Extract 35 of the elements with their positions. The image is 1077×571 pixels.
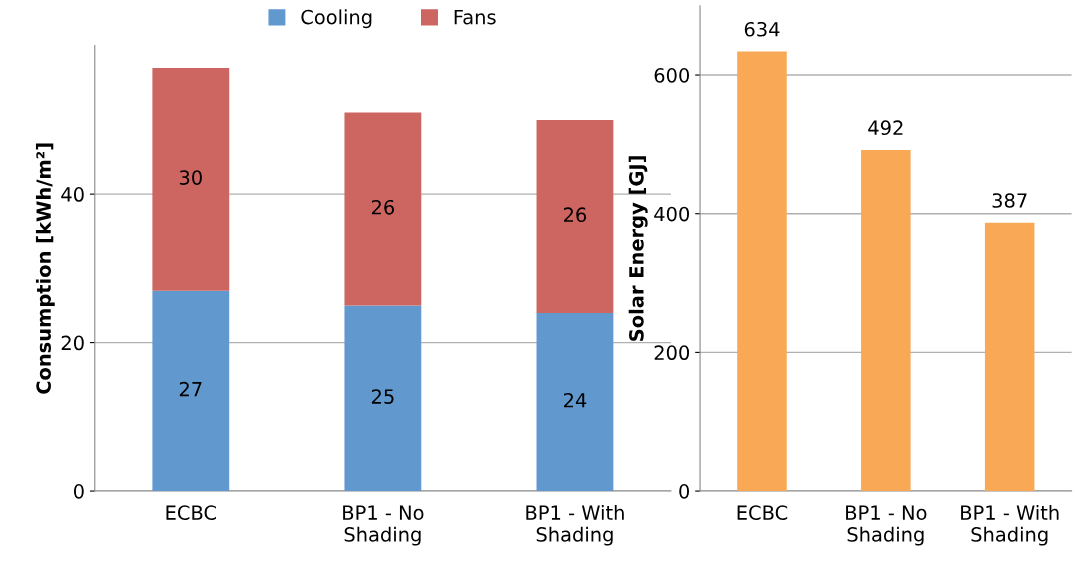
y-tick-label: 600: [654, 68, 690, 83]
y-tick-label: 0: [679, 484, 690, 499]
data-label: 387: [992, 193, 1027, 208]
y-tick-label: 40: [61, 187, 84, 202]
bar: [344, 305, 422, 492]
x-tick-label: ECBC: [166, 505, 216, 520]
x-tick-label: ECBC: [737, 505, 788, 520]
bar: [536, 119, 614, 313]
y-axis-title: Solar Energy [GJ]: [628, 156, 648, 341]
bar: [984, 222, 1035, 492]
data-label: 30: [179, 170, 202, 185]
x-tick-label: BP1 - No Shading: [846, 505, 927, 546]
bar: [344, 112, 422, 306]
data-label: 26: [563, 207, 587, 223]
y-tick-label: 0: [73, 484, 84, 499]
y-tick-label: 20: [61, 335, 84, 351]
legend-label: Cooling: [301, 9, 372, 29]
bar: [861, 149, 911, 492]
data-label: 27: [179, 381, 202, 397]
data-label: 634: [744, 21, 780, 37]
x-tick-label: BP1 - No Shading: [343, 505, 424, 546]
bar: [152, 67, 230, 291]
data-label: 24: [563, 392, 587, 408]
bar: [737, 51, 787, 492]
bar: [152, 290, 230, 492]
data-label: 492: [868, 120, 903, 136]
bar: [536, 312, 614, 492]
y-tick-label: 400: [654, 206, 690, 222]
data-label: 25: [371, 389, 394, 404]
y-axis-title: Consumption [kWh/m²]: [35, 143, 55, 394]
x-tick-label: BP1 - With Shading: [961, 504, 1059, 546]
x-tick-label: BP1 - With Shading: [526, 504, 624, 546]
legend-label: Fans: [454, 9, 496, 25]
y-tick-label: 200: [654, 345, 690, 361]
data-label: 26: [371, 199, 395, 215]
